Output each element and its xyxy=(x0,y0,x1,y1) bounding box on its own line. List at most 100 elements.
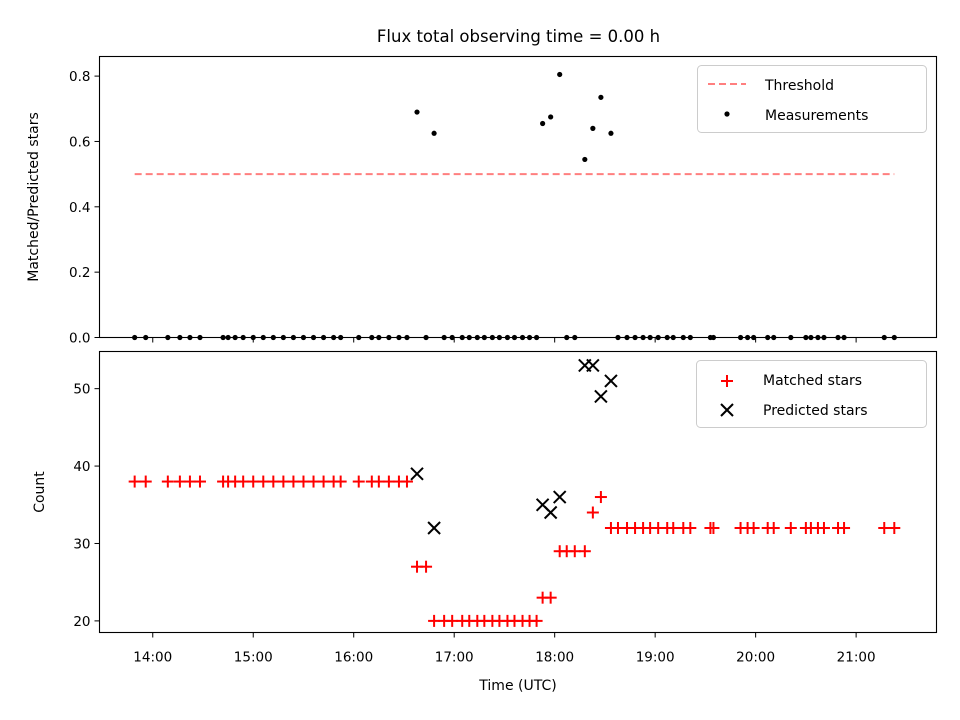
predicted-marker-b xyxy=(594,389,608,404)
predicted-marker-b xyxy=(535,498,550,512)
matched-star-marker xyxy=(594,491,607,504)
matched-star-marker xyxy=(372,475,385,488)
matched-star-marker xyxy=(193,475,206,488)
bottom-y-tick-label: 20 xyxy=(73,614,90,630)
legend-matched-label: Matched stars xyxy=(763,373,862,389)
measurement-point xyxy=(582,156,588,163)
predicted-star-marker xyxy=(543,505,558,520)
matched-star-marker xyxy=(237,475,250,488)
bottom-y-ticks: 20 30 40 50 xyxy=(73,382,100,630)
matched-star-marker xyxy=(446,614,459,627)
predicted-star-marker xyxy=(594,389,608,404)
matched-star-marker xyxy=(667,521,680,534)
matched-star-marker xyxy=(139,475,152,488)
matched-star-marker xyxy=(161,475,174,488)
x-tick-label: 20:00 xyxy=(736,650,775,666)
bottom-axes-frame xyxy=(98,350,938,634)
predicted-star-marker xyxy=(427,521,441,535)
matched-star-marker xyxy=(173,475,186,488)
top-legend-box xyxy=(697,65,927,133)
matched-star-marker xyxy=(420,560,433,573)
top-y-tick-label: 0.6 xyxy=(69,134,90,150)
bottom-y-tick-label: 50 xyxy=(73,382,90,398)
x-tick-label: 14:00 xyxy=(133,650,172,666)
predicted-marker-b xyxy=(543,505,558,520)
legend-measurements-label: Measurements xyxy=(765,108,868,124)
matched-star-marker xyxy=(684,521,697,534)
matched-star-marker xyxy=(400,475,413,488)
matched-star-marker xyxy=(747,521,760,534)
x-tick-label: 17:00 xyxy=(435,650,474,666)
measurement-point xyxy=(557,71,563,78)
predicted-marker-b xyxy=(604,374,618,388)
x-tick-label: 16:00 xyxy=(334,650,373,666)
matched-star-marker xyxy=(428,614,441,627)
top-panel: 0.00.20.40.60.8 Matched/Predicted stars … xyxy=(26,55,938,347)
bottom-y-tick-label: 30 xyxy=(73,536,90,552)
measurement-point xyxy=(598,94,604,100)
top-axes-frame xyxy=(98,55,938,339)
x-tick-label: 18:00 xyxy=(535,650,574,666)
predicted-star-marker xyxy=(552,490,567,504)
matched-star-marker xyxy=(817,521,830,534)
bottom-panel: 20 30 40 50 14:00 15:00 16:00 17:00 18:00 19:00 2… xyxy=(32,350,938,694)
measurement-point xyxy=(414,109,420,115)
matched-star-marker xyxy=(530,614,543,627)
matched-star-marker xyxy=(888,521,901,534)
measurement-point xyxy=(540,120,546,127)
bottom-legend: Matched stars Predicted stars xyxy=(696,360,927,428)
matched-star-marker xyxy=(334,475,347,488)
matched-star-marker xyxy=(352,475,365,488)
measurement-point xyxy=(431,130,437,136)
x-tick-label: 19:00 xyxy=(636,650,675,666)
matched-star-marker xyxy=(277,475,290,488)
top-y-tick-label: 0.4 xyxy=(69,200,90,216)
bottom-legend-box xyxy=(696,360,927,428)
top-y-tick-label: 0.0 xyxy=(69,331,90,347)
matched-star-marker xyxy=(838,521,851,534)
legend-predicted-label: Predicted stars xyxy=(763,403,868,419)
predicted-marker-b xyxy=(427,521,441,535)
matched-star-marker xyxy=(586,506,599,519)
top-y-tick-label: 0.8 xyxy=(69,69,90,85)
predicted-marker-b xyxy=(410,467,424,481)
predicted-star-marker xyxy=(604,374,618,388)
predicted-star-marker xyxy=(410,467,424,481)
bottom-plot-area xyxy=(128,358,901,627)
measurement-point xyxy=(590,125,596,131)
matched-star-marker xyxy=(568,545,581,558)
top-x-ticks xyxy=(152,337,857,343)
top-y-tick-label: 0.2 xyxy=(69,265,90,281)
measurement-point xyxy=(548,114,554,120)
top-y-ticks: 0.0 0.2 0.4 0.6 0.8 xyxy=(69,69,100,347)
matched-star-marker xyxy=(878,521,891,534)
matched-star-marker xyxy=(267,475,280,488)
top-y-axis-label: Matched/Predicted stars xyxy=(26,112,42,282)
top-legend: Threshold Measurements xyxy=(697,65,927,133)
predicted-legend-swatch xyxy=(720,403,734,417)
matched-legend-swatch xyxy=(721,375,733,387)
predicted-marker-b xyxy=(552,490,567,504)
measurement-point xyxy=(608,130,614,136)
matched-star-marker xyxy=(183,475,196,488)
matched-star-marker xyxy=(257,475,270,488)
bottom-y-axis-label: Count xyxy=(32,471,48,513)
predicted-marker-b xyxy=(586,358,600,373)
x-tick-label: 15:00 xyxy=(234,650,273,666)
x-tick-label: 21:00 xyxy=(837,650,876,666)
matched-star-marker xyxy=(128,475,141,488)
matched-star-marker xyxy=(317,475,330,488)
matched-star-marker xyxy=(287,475,300,488)
chart-title: Flux total observing time = 0.00 h xyxy=(377,27,660,46)
matched-star-marker xyxy=(578,545,591,558)
x-axis-label: Time (UTC) xyxy=(478,678,556,694)
bottom-x-ticks: 14:00 15:00 16:00 17:00 18:00 19:00 20:00 21:00 xyxy=(133,632,876,666)
predicted-star-marker xyxy=(586,358,600,373)
bottom-y-tick-label: 40 xyxy=(73,459,90,475)
matched-star-marker xyxy=(307,475,320,488)
matched-star-marker xyxy=(297,475,310,488)
matched-star-marker xyxy=(382,475,395,488)
legend-threshold-label: Threshold xyxy=(764,78,834,94)
measurements-legend-swatch xyxy=(724,111,730,117)
